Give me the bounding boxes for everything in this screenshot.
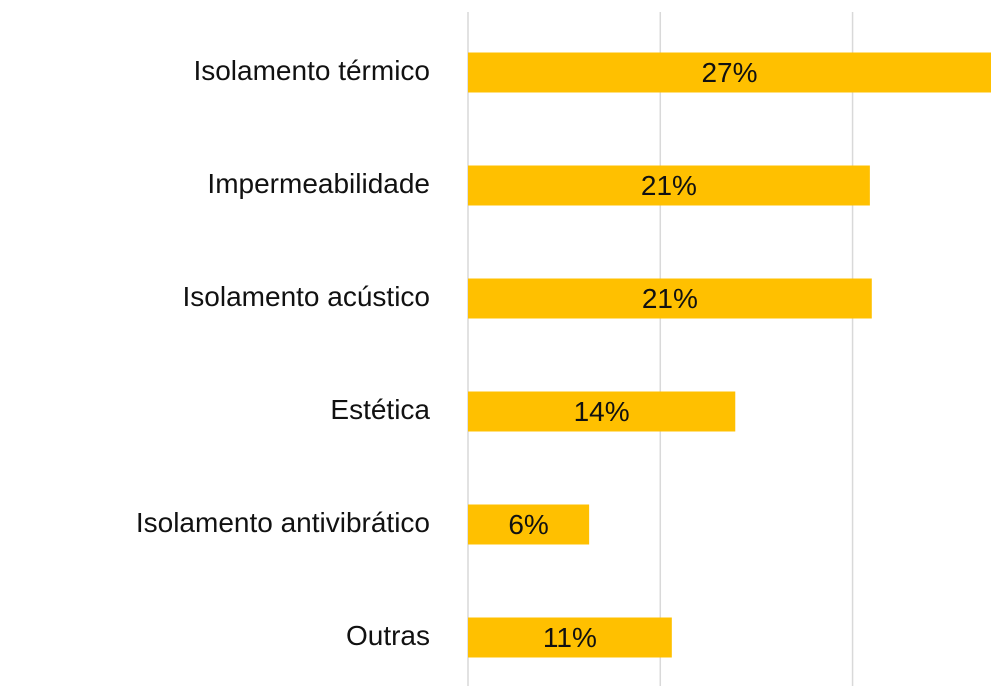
bar xyxy=(468,52,991,93)
value-label: 21% xyxy=(642,283,698,314)
category-label: Impermeabilidade xyxy=(207,168,430,199)
value-label: 21% xyxy=(641,170,697,201)
category-label: Isolamento acústico xyxy=(183,281,430,312)
value-label: 6% xyxy=(508,509,548,540)
value-label: 14% xyxy=(574,396,630,427)
value-label: 11% xyxy=(543,622,597,653)
bar xyxy=(468,504,590,545)
bar xyxy=(468,617,672,658)
value-label: 27% xyxy=(701,57,757,88)
category-label: Outras xyxy=(346,620,430,651)
bar xyxy=(468,391,736,432)
bar xyxy=(468,278,872,319)
bar xyxy=(468,165,870,206)
category-label: Estética xyxy=(330,394,430,425)
category-label: Isolamento térmico xyxy=(193,55,430,86)
category-label: Isolamento antivibrático xyxy=(136,507,430,538)
